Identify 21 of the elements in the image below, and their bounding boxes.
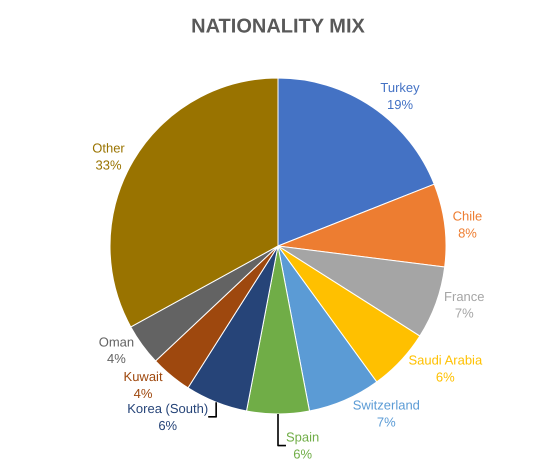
chart-title: NATIONALITY MIX <box>191 15 366 38</box>
slice-label: Korea (South) <box>127 400 208 416</box>
data-label: 6% <box>293 446 312 462</box>
data-label: 7% <box>454 306 474 321</box>
data-label: 19% <box>387 97 414 112</box>
slice-label: Saudi Arabia <box>408 352 483 368</box>
data-label: 4% <box>134 386 153 401</box>
data-label: 33% <box>95 157 122 172</box>
data-label: 4% <box>107 351 126 366</box>
slice-label: France <box>444 288 485 304</box>
slice-label: Oman <box>98 334 134 350</box>
slice-label: Turkey <box>380 80 420 96</box>
data-label: 6% <box>436 369 456 384</box>
slice-label: Other <box>92 140 126 156</box>
data-label: 6% <box>158 418 178 433</box>
data-label: 7% <box>376 414 396 430</box>
slice-label: Switzerland <box>352 398 420 413</box>
slice-label: Kuwait <box>124 368 163 384</box>
data-label: 8% <box>458 226 478 241</box>
slice-label: Spain <box>286 430 320 445</box>
slice-label: Chile <box>452 208 482 224</box>
